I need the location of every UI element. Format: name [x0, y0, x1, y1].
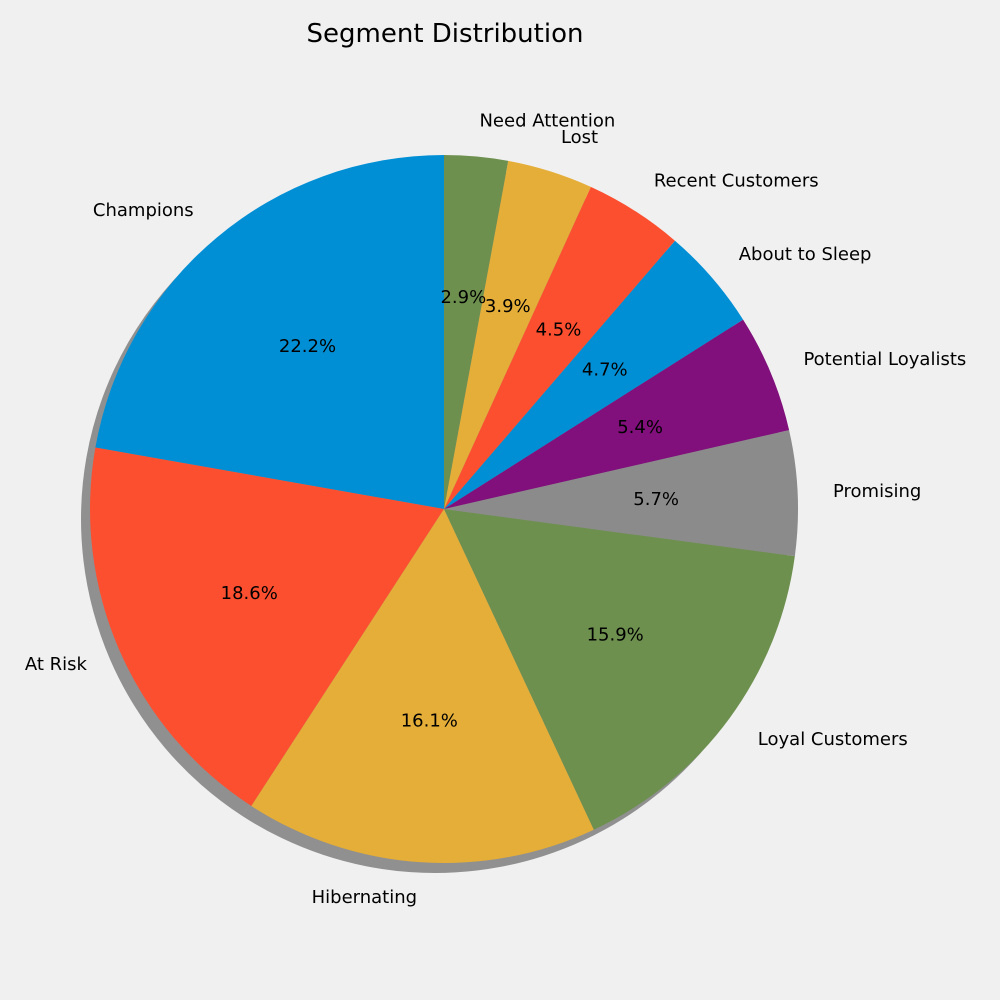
slice-loyal-customers — [444, 509, 795, 830]
slice-label-about-to-sleep: About to Sleep — [739, 244, 872, 265]
slice-recent-customers — [444, 186, 675, 509]
slice-hibernating — [251, 509, 594, 863]
slice-promising — [444, 430, 798, 557]
slice-label-potential-loyalists: Potential Loyalists — [803, 349, 966, 370]
slice-label-hibernating: Hibernating — [312, 887, 417, 908]
slice-percent-potential-loyalists: 5.4% — [617, 417, 663, 438]
slice-label-need-attention: Need Attention — [479, 111, 615, 132]
slice-percent-lost: 3.9% — [485, 296, 531, 317]
slice-percent-champions: 22.2% — [279, 336, 336, 357]
slice-label-champions: Champions — [93, 200, 194, 221]
slice-label-at-risk: At Risk — [25, 654, 88, 675]
slice-percent-recent-customers: 4.5% — [536, 320, 582, 341]
slice-label-lost: Lost — [561, 127, 598, 148]
slice-at-risk — [89, 447, 444, 806]
slice-percent-promising: 5.7% — [633, 489, 679, 510]
slice-label-promising: Promising — [833, 481, 921, 502]
chart-title: Segment Distribution — [307, 19, 584, 49]
slice-lost — [444, 160, 591, 509]
pie-labels: Champions 22.2% At Risk 18.6% Hibernating 16.… — [25, 111, 966, 908]
slice-percent-loyal-customers: 15.9% — [587, 624, 644, 645]
slice-percent-hibernating: 16.1% — [401, 710, 458, 731]
slice-label-loyal-customers: Loyal Customers — [758, 729, 908, 750]
slice-label-recent-customers: Recent Customers — [654, 170, 819, 191]
slice-percent-at-risk: 18.6% — [221, 583, 278, 604]
slice-percent-need-attention: 2.9% — [440, 287, 486, 308]
slice-potential-loyalists — [444, 319, 790, 509]
slice-need-attention — [444, 155, 509, 509]
slice-percent-about-to-sleep: 4.7% — [582, 360, 628, 381]
pie-slices — [89, 155, 798, 863]
slice-champions — [95, 155, 444, 509]
slice-about-to-sleep — [444, 240, 744, 509]
